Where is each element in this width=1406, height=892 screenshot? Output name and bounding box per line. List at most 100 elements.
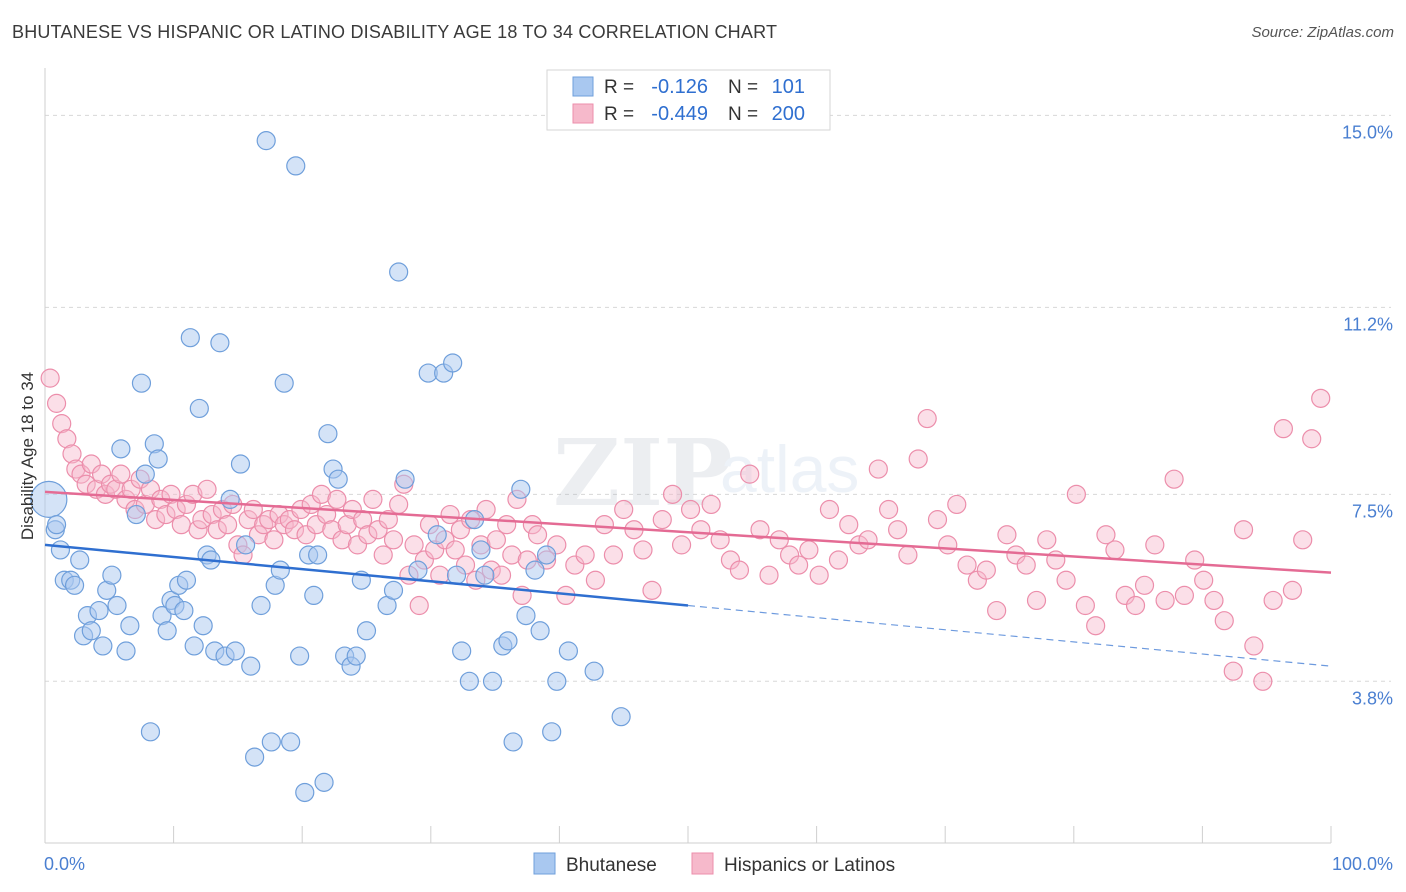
hispanic-trendline	[44, 490, 1332, 574]
hispanic-point	[238, 510, 258, 530]
bhutanese-point	[346, 646, 366, 666]
hispanic-point	[1037, 530, 1057, 550]
hispanic-point	[1016, 555, 1036, 575]
bhutanese-point	[50, 540, 71, 560]
hispanic-point	[575, 545, 595, 565]
hispanic-point	[938, 535, 958, 555]
bhutanese-point	[157, 621, 177, 641]
bhutanese-point	[107, 595, 127, 616]
hispanic-point	[1253, 671, 1273, 691]
hispanic-point	[1233, 520, 1254, 540]
hispanic-point	[917, 408, 937, 429]
bhutanese-point	[180, 328, 200, 348]
hispanic-point	[1223, 661, 1243, 681]
bhutanese-point	[304, 585, 324, 606]
hispanic-point	[594, 515, 615, 535]
hispanic-point	[192, 510, 212, 530]
hispanic-point	[565, 555, 585, 575]
bhutanese-point	[314, 772, 334, 792]
bhutanese-point	[30, 480, 68, 518]
bhutanese-point	[261, 732, 281, 752]
hispanic-point	[1066, 484, 1086, 504]
hispanic-point	[1214, 611, 1234, 631]
bhutanese-point	[395, 469, 415, 489]
hispanic-point	[701, 494, 721, 515]
hispanic-point	[322, 520, 342, 540]
hispanic-point	[1311, 388, 1331, 408]
bhutanese-point	[193, 616, 213, 636]
hispanic-point	[71, 464, 91, 484]
hispanic-point	[750, 520, 770, 540]
y-tick-label: 3.8%	[1352, 688, 1393, 708]
hispanic-point	[248, 525, 269, 545]
bhutanese-point	[102, 565, 122, 585]
bhutanese-trendline-extension	[687, 604, 1332, 667]
bhutanese-point	[547, 671, 567, 691]
hispanic-point	[296, 525, 316, 545]
hispanic-point	[1174, 585, 1194, 606]
y-tick-label: 11.2%	[1343, 314, 1393, 334]
hispanic-point	[62, 444, 82, 464]
hispanic-point	[652, 510, 672, 530]
trendlines	[44, 490, 1332, 667]
hispanic-point	[879, 499, 899, 520]
bhutanese-point	[318, 424, 338, 444]
axes	[44, 68, 1332, 844]
bhutanese-point	[498, 631, 518, 651]
bhutanese-point	[356, 621, 377, 641]
hispanic-point	[259, 510, 279, 530]
hispanic-point	[898, 545, 918, 565]
hispanic-point	[1075, 595, 1095, 616]
gridlines	[45, 114, 1391, 682]
hispanic-point	[759, 565, 779, 585]
legend-n-label-1: N =	[728, 77, 758, 98]
bhutanese-point	[140, 722, 161, 742]
x-tick-label-min: 0.0%	[44, 854, 85, 874]
legend-bottom-bhutanese: Bhutanese	[566, 855, 657, 876]
hispanic-point	[614, 499, 634, 520]
bhutanese-point	[70, 550, 90, 570]
bhutanese-point	[286, 156, 306, 176]
bhutanese-point	[93, 636, 113, 656]
hispanic-point	[243, 499, 263, 520]
hispanic-point	[603, 545, 624, 565]
legend-bottom-hispanic: Hispanics or Latinos	[724, 855, 895, 876]
bhutanese-point	[503, 732, 523, 752]
hispanic-point	[947, 494, 967, 515]
hispanic-point	[1134, 575, 1155, 595]
hispanic-point	[1194, 570, 1214, 590]
bhutanese-point	[443, 353, 463, 373]
bhutanese-point	[241, 656, 261, 676]
legend-n-value-1: 101	[772, 76, 805, 98]
hispanic-point	[445, 540, 465, 560]
hispanic-point	[409, 595, 429, 616]
hispanic-point	[828, 550, 849, 570]
bhutanese-point	[131, 373, 152, 393]
hispanic-point	[799, 540, 819, 560]
watermark: ZIP atlas	[553, 419, 859, 527]
bhutanese-point	[174, 600, 194, 621]
hispanic-point	[729, 560, 750, 580]
legend-swatch-bhutanese	[572, 76, 594, 97]
hispanic-point	[363, 489, 383, 509]
hispanic-point	[642, 580, 662, 600]
bhutanese-point	[446, 565, 467, 585]
hispanic-point	[987, 600, 1007, 621]
legend-bottom-swatch-hispanic	[691, 852, 714, 875]
hispanic-point	[1204, 590, 1224, 611]
hispanic-point	[378, 510, 398, 530]
hispanic-point	[1302, 429, 1322, 449]
bhutanese-point	[452, 641, 472, 661]
legend-n-label-2: N =	[728, 104, 758, 125]
bhutanese-point	[184, 636, 204, 656]
bhutanese-point	[389, 262, 409, 282]
bhutanese-point	[89, 600, 109, 621]
hispanic-point	[1263, 590, 1283, 611]
hispanic-point	[809, 565, 829, 585]
bhutanese-point	[230, 454, 251, 474]
legend-n-value-2: 200	[772, 103, 805, 125]
bhutanese-point	[290, 646, 310, 666]
bhutanese-point	[383, 580, 404, 600]
hispanic-point	[404, 535, 424, 555]
